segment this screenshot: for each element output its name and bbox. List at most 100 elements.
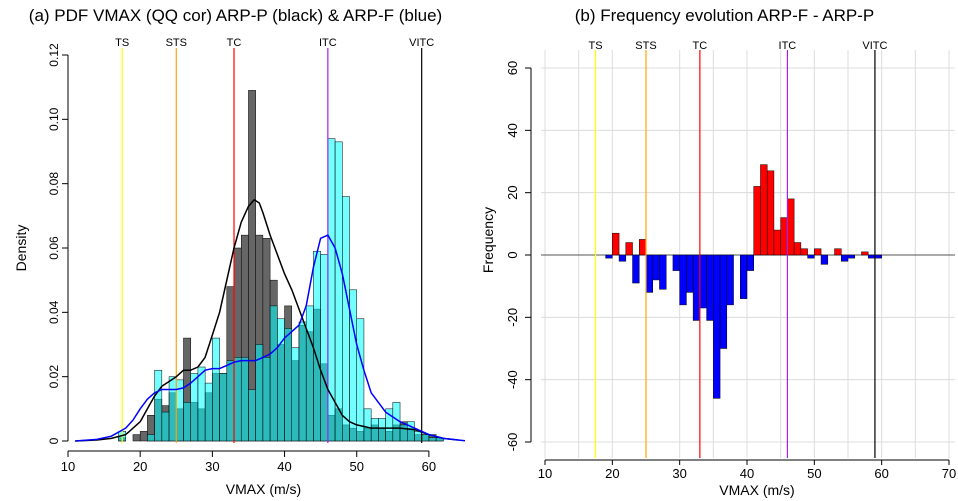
histogram-bar-arp-f	[291, 347, 300, 442]
y-tick-label: 20	[505, 185, 520, 199]
category-label-ts: TS	[115, 37, 129, 49]
y-tick-label: -40	[505, 370, 520, 389]
histogram-bar-arp-f	[197, 366, 206, 442]
x-tick-label: 10	[61, 459, 75, 474]
histogram-bar-arp-p	[248, 90, 256, 442]
frequency-bar-negative	[618, 254, 627, 262]
histogram-bar-arp-f	[399, 424, 408, 442]
category-label-sts: STS	[166, 37, 187, 49]
histogram-bar-arp-f	[370, 418, 379, 442]
x-tick-label: 60	[422, 459, 436, 474]
histogram-bar-arp-f	[147, 434, 155, 442]
frequency-bar-positive	[787, 198, 795, 256]
histogram-bar-arp-f	[363, 408, 372, 442]
y-tick-label: 0.02	[47, 365, 61, 389]
x-axis-label: VMAX (m/s)	[719, 482, 794, 498]
frequency-bar-positive	[793, 242, 802, 256]
histogram-bar-arp-f	[313, 250, 321, 442]
histogram-bar-arp-f	[284, 328, 293, 442]
category-label-tc: TC	[227, 37, 242, 49]
histogram-bar-arp-f	[277, 318, 285, 442]
y-tick-label: 0.08	[47, 172, 61, 196]
category-label-vitc: VITC	[409, 37, 434, 49]
y-tick-label: 0	[505, 251, 520, 258]
category-label-vitc: VITC	[862, 40, 887, 52]
histogram-bar-arp-f	[378, 418, 386, 442]
histogram-bar-arp-f	[204, 382, 213, 442]
frequency-bar-negative	[659, 254, 667, 290]
histogram-bar-arp-f	[298, 321, 307, 442]
histogram-bar-arp-f	[161, 411, 170, 442]
panel-density: (a) PDF VMAX (QQ cor) ARP-P (black) & AR…	[13, 6, 466, 497]
histogram-bar-arp-f	[334, 141, 343, 442]
frequency-bar-positive	[639, 239, 647, 256]
x-tick-label: 70	[942, 466, 956, 481]
y-tick-label: 0	[47, 437, 61, 444]
frequency-bar-negative	[605, 254, 613, 259]
chart-b-title: (b) Frequency evolution ARP-F - ARP-P	[574, 6, 875, 25]
histogram-bar-arp-f	[240, 357, 249, 442]
y-axis-label: Frequency	[480, 207, 496, 273]
frequency-bar-positive	[814, 248, 822, 256]
histogram-bar-arp-f	[219, 373, 228, 442]
category-label-sts: STS	[635, 40, 656, 52]
y-tick-label: 0.06	[47, 236, 61, 260]
category-label-tc: TC	[693, 40, 708, 52]
frequency-bar-negative	[692, 254, 701, 321]
frequency-bar-positive	[625, 242, 633, 256]
y-tick-label: 40	[505, 123, 520, 137]
frequency-bar-negative	[652, 254, 660, 281]
frequency-bar-negative	[672, 254, 680, 271]
panel-frequency: (b) Frequency evolution ARP-F - ARP-P TS…	[479, 0, 958, 501]
frequency-bar-positive	[760, 164, 768, 256]
frequency-bar-positive	[612, 232, 620, 256]
frequency-bar-negative	[719, 254, 728, 349]
y-tick-label: -20	[505, 308, 520, 327]
frequency-bar-negative	[632, 254, 640, 284]
histogram-bar-arp-f	[233, 357, 242, 442]
x-tick-label: 50	[807, 466, 821, 481]
frequency-bar-positive	[773, 229, 781, 256]
frequency-bar-negative	[874, 254, 882, 259]
frequency-evolution-chart: TS STS TC ITC VITC -60 -40 -20 0 20 40 60 10 20 30 40 50…	[480, 40, 956, 498]
histogram-bar-arp-f	[212, 337, 220, 442]
histogram-bar-arp-f	[356, 318, 365, 442]
x-tick-label: 20	[605, 466, 619, 481]
frequency-bar-positive	[780, 217, 788, 256]
frequency-bar-negative	[847, 254, 855, 259]
y-tick-label: -60	[505, 433, 520, 452]
category-label-ts: TS	[588, 40, 602, 52]
density-histogram-chart: TS STS TC ITC VITC 0 0.02 0.04 0.06 0.08 0.10 0.12 1…	[13, 37, 466, 497]
x-tick-label: 30	[205, 459, 219, 474]
x-tick-label: 10	[538, 466, 552, 481]
frequency-bar-negative	[706, 254, 714, 321]
x-axis-label: VMAX (m/s)	[226, 481, 301, 497]
histogram-bar-arp-f	[320, 254, 329, 442]
density-curve-arp-f	[75, 234, 466, 442]
y-axis-label: Density	[13, 225, 29, 272]
histogram-bar-arp-f	[428, 437, 437, 442]
histogram-bar-arp-f	[305, 305, 314, 442]
density-curve-arp-p	[75, 199, 458, 442]
frequency-bar-negative	[645, 254, 653, 293]
y-tick-label: 60	[505, 61, 520, 75]
y-tick-label: 0.04	[47, 300, 61, 324]
histogram-bar-arp-p	[132, 434, 141, 442]
histogram-bar-arp-f	[183, 402, 191, 442]
y-tick-label: 0.10	[47, 107, 61, 131]
x-tick-label: 60	[874, 466, 888, 481]
chart-a-title: (a) PDF VMAX (QQ cor) ARP-P (black) & AR…	[28, 6, 443, 25]
frequency-bar-negative	[699, 254, 707, 309]
category-label-itc: ITC	[779, 40, 797, 52]
frequency-bar-negative	[679, 254, 687, 306]
histogram-bar-arp-f	[190, 373, 199, 442]
histogram-bar-arp-f	[342, 196, 350, 442]
histogram-bar-arp-f	[154, 369, 163, 442]
x-tick-label: 40	[277, 459, 291, 474]
x-tick-label: 40	[740, 466, 754, 481]
frequency-bar-positive	[766, 170, 775, 256]
x-tick-label: 20	[133, 459, 147, 474]
histogram-bar-arp-f	[226, 360, 235, 442]
histogram-bar-arp-f	[262, 357, 271, 442]
frequency-bar-negative	[746, 254, 754, 271]
